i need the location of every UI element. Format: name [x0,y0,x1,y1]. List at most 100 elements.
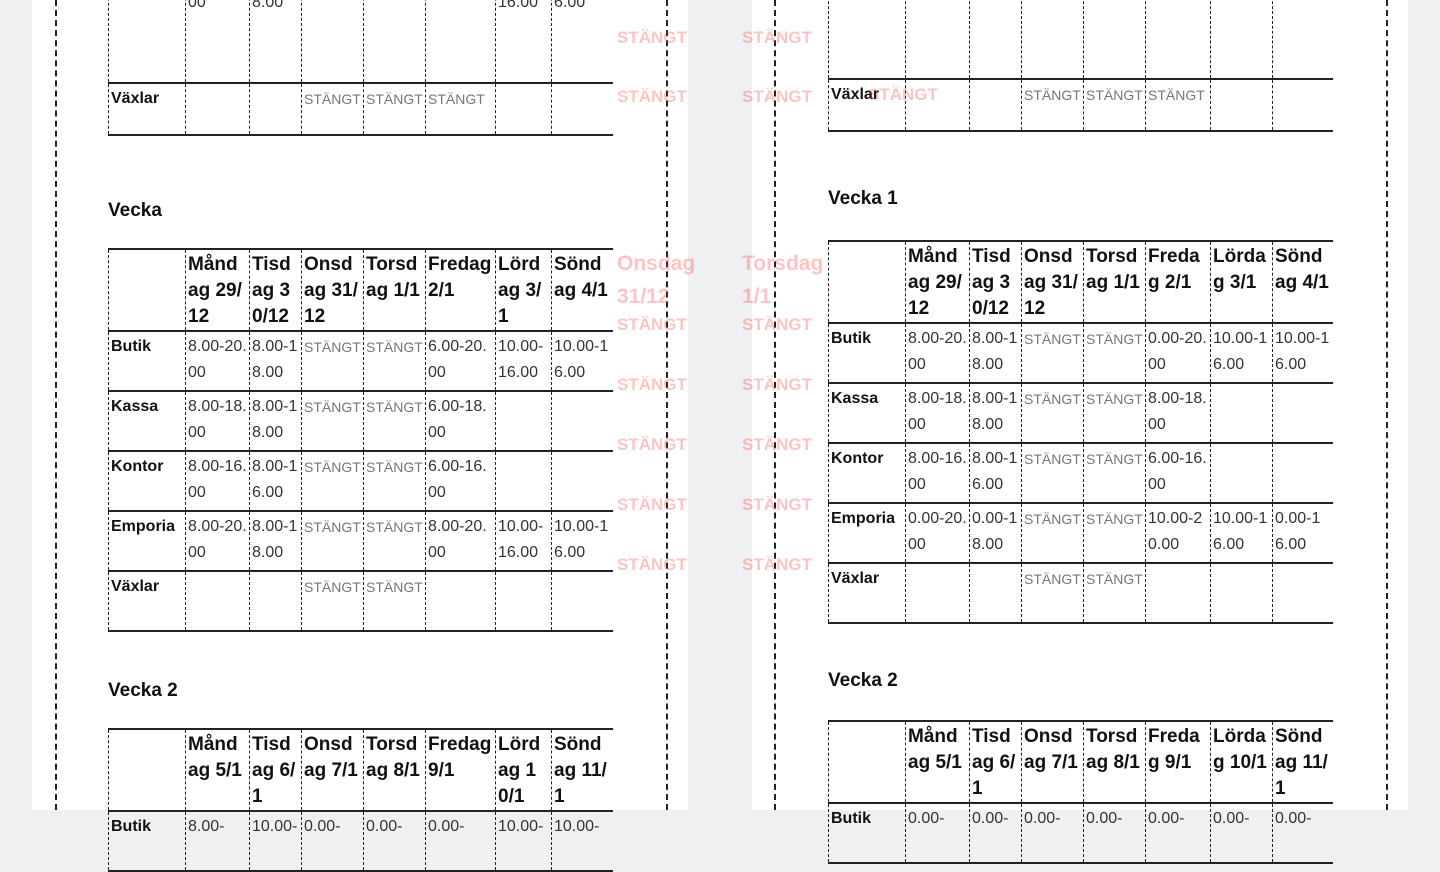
table-row: Växlar STÄNGT STÄNGT STÄNGT [828,79,1333,131]
hours-cell: 0.00- [363,811,426,871]
hours-cell: 8.00-16.00 [905,443,970,503]
hours-cell [185,83,250,135]
page-margin-line [1386,0,1388,810]
hours-cell: STÄNGT [1021,383,1084,443]
hours-cell: STÄNGT [1021,443,1084,503]
day-header: Fredag 9/1 [425,729,496,811]
hours-cell [249,83,302,135]
hours-cell [551,83,613,135]
hours-cell [1210,563,1273,623]
overlay-closed: STÄNGT [617,495,687,514]
hours-cell: STÄNGT [425,0,496,83]
table-row: Butik 8.00-20.00 8.00-18.00 STÄNGT STÄNGT 6.0… [108,331,613,391]
hours-cell: STÄNGT [301,0,364,83]
hours-cell [551,391,613,451]
hours-cell: STÄNGT [363,511,426,571]
day-header: Tisdag 6/1 [969,721,1022,803]
hours-cell: STÄNGT [1083,563,1146,623]
row-label: Emporia [108,511,186,571]
hours-cell: 10.00-20.00 [1145,503,1211,563]
hours-cell: STÄNGT [1145,79,1211,131]
hours-cell: 8.00-16.00 [185,451,250,511]
day-header: Lördag 10/1 [1210,721,1273,803]
day-header: Tisdag 30/12 [969,241,1022,323]
hours-cell: STÄNGT [1145,0,1211,79]
hours-cell: 8.00-20.00 [185,0,250,83]
hours-cell: 10.00-16.00 [551,0,613,83]
hours-cell: STÄNGT [301,571,364,631]
hours-cell [495,391,552,451]
hours-cell [425,571,496,631]
overlay-closed: STÄNGT [742,28,812,47]
hours-cell: STÄNGT [1083,503,1146,563]
hours-cell: STÄNGT [301,451,364,511]
overlay-date: 1/1 [742,285,772,308]
hours-cell: 10.00-16.00 [1210,0,1273,79]
day-header: Tisdag 30/12 [249,249,302,331]
hours-cell [1210,383,1273,443]
hours-cell: 10.00- [249,811,302,871]
hours-cell: 8.00-16.00 [249,451,302,511]
hours-cell: STÄNGT [1083,443,1146,503]
hours-cell [1272,443,1333,503]
hours-cell: 10.00- [495,811,552,871]
opening-hours-table: Emporia0.00-10.000.00-10.00STÄNGTSTÄNGTS… [828,0,1333,132]
hours-cell: 0.00- [1021,803,1084,863]
overlay-closed: STÄNGT [617,555,687,574]
day-header: Söndag 11/1 [551,729,613,811]
hours-cell: 0.00- [425,811,496,871]
opening-hours-table: Måndag 29/12 Tisdag 30/12 Onsdag 31/12 Tors… [828,240,1333,624]
hours-cell: 8.00-18.00 [185,391,250,451]
opening-hours-table: Måndag 5/1 Tisdag 6/1 Onsdag 7/1 Torsdag 8/… [828,720,1333,864]
day-header: Söndag 4/1 [1272,241,1333,323]
hours-cell: 8.00-18.00 [249,0,302,83]
hours-cell [905,563,970,623]
table-row: Kontor 8.00-16.00 8.00-16.00 STÄNGT STÄNGT 6.… [828,443,1333,503]
day-header: Onsdag 7/1 [1021,721,1084,803]
hours-cell: 10.00-16.00 [495,331,552,391]
row-label: Butik [108,811,186,871]
hours-cell: 0.00-18.00 [969,503,1022,563]
hours-cell: STÄNGT [1021,79,1084,131]
hours-cell [249,571,302,631]
opening-hours-table: Emporia8.00-20.008.00-18.00STÄNGTSTÄNGTS… [108,0,613,136]
table-row: Växlar STÄNGT STÄNGT STÄNGT [108,83,613,135]
header-empty [108,249,186,331]
hours-cell: STÄNGT [363,0,426,83]
hours-cell [551,571,613,631]
day-header: Onsdag 31/12 [301,249,364,331]
hours-cell: 8.00-18.00 [1145,383,1211,443]
day-header: Måndag 29/12 [185,249,250,331]
hours-cell: STÄNGT [1021,503,1084,563]
hours-cell: 10.00-16.00 [495,511,552,571]
hours-cell: STÄNGT [363,451,426,511]
hours-cell [495,451,552,511]
hours-cell: STÄNGT [1021,323,1084,383]
hours-cell: 10.00- [551,811,613,871]
table-header-row: Måndag 29/12 Tisdag 30/12 Onsdag 31/12 Tors… [108,249,613,331]
hours-cell: 0.00- [301,811,364,871]
overlay-day: Onsdag [617,252,696,275]
hours-cell: STÄNGT [363,391,426,451]
overlay-closed: STÄNGT [617,28,687,47]
hours-cell: 0.00-20.00 [1145,323,1211,383]
hours-cell: STÄNGT [1083,79,1146,131]
hours-cell: STÄNGT [1021,0,1084,79]
hours-cell: STÄNGT [363,83,426,135]
day-header: Måndag 5/1 [905,721,970,803]
hours-cell: STÄNGT [1021,563,1084,623]
day-header: Måndag 5/1 [185,729,250,811]
table-row: Butik 8.00-20.00 8.00-18.00 STÄNGT STÄNGT 0.0… [828,323,1333,383]
hours-cell: 0.00- [1272,803,1333,863]
table-row: Kassa 8.00-18.00 8.00-18.00 STÄNGT STÄNGT 6.0… [108,391,613,451]
row-label: Kontor [108,451,186,511]
header-empty [828,241,906,323]
hours-cell: 10.00-16.00 [495,0,552,83]
overlay-closed: STÄNGT [742,87,812,106]
hours-cell: 0.00- [1210,803,1273,863]
hours-cell: STÄNGT [1083,0,1146,79]
hours-cell: 10.00-16.00 [1210,503,1273,563]
day-header: Tisdag 6/1 [249,729,302,811]
day-header: Torsdag 1/1 [363,249,426,331]
week-heading: Vecka 1 [828,188,898,209]
